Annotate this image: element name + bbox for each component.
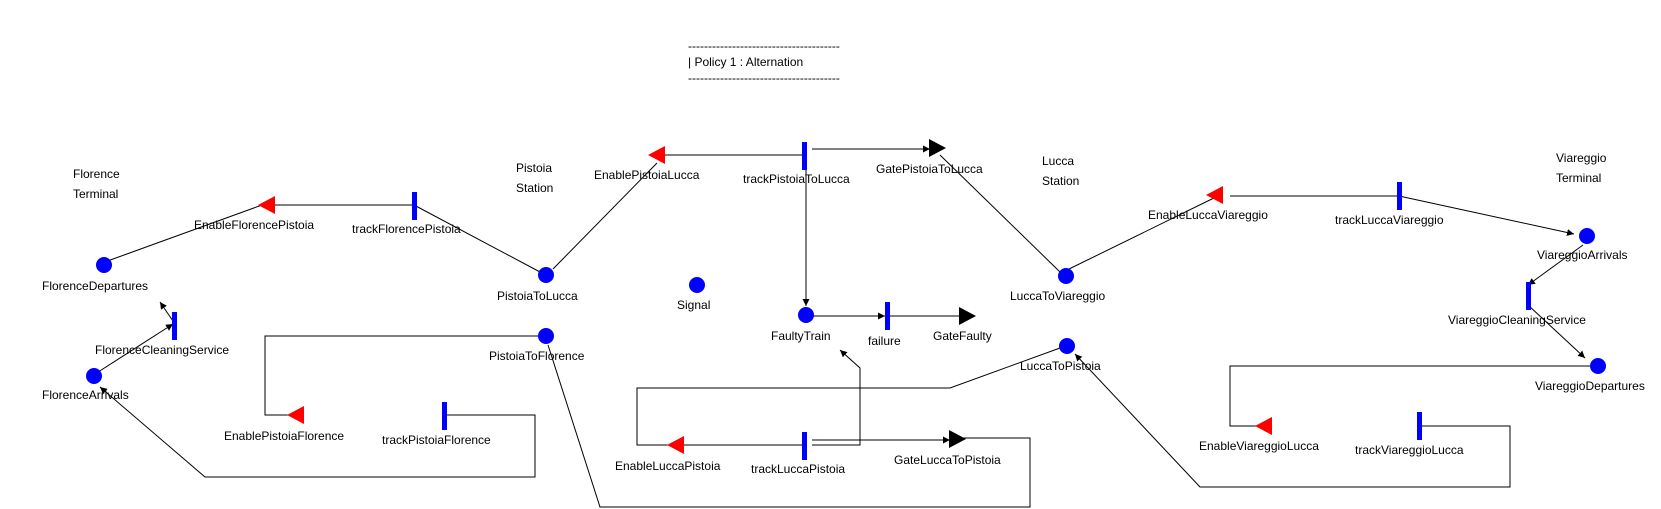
place-faulty-train[interactable] bbox=[798, 307, 814, 323]
transitions bbox=[172, 142, 1531, 460]
enable-lucca-pistoia-icon[interactable] bbox=[667, 436, 684, 454]
label-enable-florence-pistoia: EnableFlorencePistoia bbox=[194, 218, 314, 232]
arc-gate-lucca-pistoia-loop bbox=[548, 345, 1030, 507]
label-enable-lucca-pistoia: EnableLuccaPistoia bbox=[615, 459, 721, 473]
enables bbox=[258, 146, 1272, 454]
label-enable-viareggio-lucca: EnableViareggioLucca bbox=[1199, 439, 1319, 453]
transition-viareggio-cleaning-service[interactable] bbox=[1526, 282, 1531, 310]
station-pistoia-line2: Station bbox=[516, 181, 553, 195]
transition-florence-cleaning-service[interactable] bbox=[172, 312, 177, 340]
enable-florence-pistoia-icon[interactable] bbox=[258, 196, 275, 214]
place-lucca-to-viareggio[interactable] bbox=[1058, 268, 1074, 284]
label-viareggio-arrivals: ViareggioArrivals bbox=[1537, 248, 1628, 262]
place-lucca-to-pistoia[interactable] bbox=[1059, 338, 1075, 354]
arc-track-lucca-pistoia-to-faulty bbox=[812, 350, 860, 445]
enable-viareggio-lucca-icon[interactable] bbox=[1255, 417, 1272, 435]
place-viareggio-arrivals[interactable] bbox=[1579, 228, 1595, 244]
place-viareggio-departures[interactable] bbox=[1590, 358, 1606, 374]
label-lucca-to-viareggio: LuccaToViareggio bbox=[1010, 289, 1106, 303]
label-track-pistoia-florence: trackPistoiaFlorence bbox=[382, 433, 491, 447]
transition-track-lucca-pistoia[interactable] bbox=[802, 432, 807, 460]
place-signal[interactable] bbox=[689, 277, 705, 293]
place-florence-arrivals[interactable] bbox=[86, 368, 102, 384]
place-pistoia-to-lucca[interactable] bbox=[538, 267, 554, 283]
label-pistoia-to-lucca: PistoiaToLucca bbox=[497, 289, 578, 303]
station-viareggio-line1: Viareggio bbox=[1556, 151, 1607, 165]
label-enable-pistoia-lucca: EnablePistoiaLucca bbox=[594, 168, 700, 182]
gate-lucca-to-pistoia-icon[interactable] bbox=[949, 430, 966, 448]
enable-pistoia-florence-icon[interactable] bbox=[287, 406, 304, 424]
arc-viareggio-departures-loop bbox=[1230, 366, 1590, 426]
label-lucca-to-pistoia: LuccaToPistoia bbox=[1020, 359, 1101, 373]
gate-pistoia-to-lucca-icon[interactable] bbox=[929, 139, 946, 157]
enable-pistoia-lucca-icon[interactable] bbox=[648, 146, 665, 164]
label-enable-pistoia-florence: EnablePistoiaFlorence bbox=[224, 429, 344, 443]
place-pistoia-to-florence[interactable] bbox=[538, 328, 554, 344]
label-track-pistoia-to-lucca: trackPistoiaToLucca bbox=[743, 172, 850, 186]
station-lucca-line1: Lucca bbox=[1042, 154, 1074, 168]
label-viareggio-cleaning-service: ViareggioCleaningService bbox=[1448, 313, 1586, 327]
station-pistoia-line1: Pistoia bbox=[516, 161, 552, 175]
arc-pistoia-to-florence-loop bbox=[265, 336, 545, 415]
arc-track-viareggio-lucca-to-lucca-to-pistoia bbox=[1075, 354, 1510, 487]
label-signal: Signal bbox=[677, 298, 710, 312]
label-enable-lucca-viareggio: EnableLuccaViareggio bbox=[1148, 208, 1268, 222]
transition-track-florence-pistoia[interactable] bbox=[412, 192, 417, 220]
enable-lucca-viareggio-icon[interactable] bbox=[1206, 186, 1223, 204]
label-gate-faulty: GateFaulty bbox=[933, 329, 992, 343]
transition-track-pistoia-to-lucca[interactable] bbox=[802, 142, 807, 170]
transition-track-pistoia-florence[interactable] bbox=[442, 402, 447, 430]
transition-track-lucca-viareggio[interactable] bbox=[1397, 182, 1402, 210]
gates bbox=[929, 139, 976, 448]
label-florence-departures: FlorenceDepartures bbox=[42, 279, 148, 293]
arc-track-florence-pistoia-to-pistoia-to-lucca bbox=[414, 205, 540, 272]
label-florence-cleaning-service: FlorenceCleaningService bbox=[95, 343, 229, 357]
place-florence-departures[interactable] bbox=[96, 257, 112, 273]
station-lucca-line2: Station bbox=[1042, 174, 1079, 188]
station-florence-line1: Florence bbox=[73, 167, 120, 181]
places bbox=[86, 228, 1606, 384]
label-viareggio-departures: ViareggioDepartures bbox=[1535, 379, 1645, 393]
label-track-lucca-pistoia: trackLuccaPistoia bbox=[751, 462, 845, 476]
label-gate-pistoia-to-lucca: GatePistoiaToLucca bbox=[876, 162, 983, 176]
label-track-lucca-viareggio: trackLuccaViareggio bbox=[1335, 213, 1444, 227]
label-gate-lucca-to-pistoia: GateLuccaToPistoia bbox=[894, 453, 1001, 467]
transition-failure[interactable] bbox=[885, 302, 890, 330]
arc-lucca-to-pistoia-loop bbox=[637, 348, 1060, 445]
gate-faulty-icon[interactable] bbox=[959, 307, 976, 325]
label-pistoia-to-florence: PistoiaToFlorence bbox=[489, 349, 585, 363]
label-failure: failure bbox=[868, 334, 901, 348]
label-faulty-train: FaultyTrain bbox=[771, 329, 831, 343]
station-florence-line2: Terminal bbox=[73, 187, 118, 201]
transition-track-viareggio-lucca[interactable] bbox=[1417, 412, 1422, 440]
label-track-viareggio-lucca: trackViareggioLucca bbox=[1355, 443, 1464, 457]
arc-enable-florence-pistoia-to-florence-departures bbox=[102, 205, 262, 263]
station-viareggio-line2: Terminal bbox=[1556, 171, 1601, 185]
labels: Florence Terminal Pistoia Station Lucca … bbox=[42, 151, 1645, 476]
label-track-florence-pistoia: trackFlorencePistoia bbox=[352, 222, 461, 236]
label-florence-arrivals: FlorenceArrivals bbox=[42, 388, 129, 402]
